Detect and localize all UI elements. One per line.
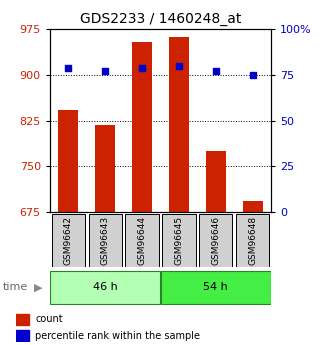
Bar [50,271,160,304]
Bar [58,110,78,212]
Text: percentile rank within the sample: percentile rank within the sample [35,331,200,341]
Text: count: count [35,314,63,324]
Text: GSM96646: GSM96646 [211,216,221,265]
Point [250,72,256,78]
Text: GSM96648: GSM96648 [248,216,257,265]
Text: 46 h: 46 h [93,282,117,292]
Point [177,63,182,69]
Text: GSM96644: GSM96644 [137,216,147,265]
Bar [89,215,122,267]
Text: ▶: ▶ [34,282,42,292]
Bar [206,151,226,212]
Point [213,69,218,74]
Text: 54 h: 54 h [204,282,228,292]
Bar [161,271,271,304]
Bar [162,215,195,267]
Text: GSM96645: GSM96645 [174,216,184,265]
Point [140,65,145,70]
Text: GSM96642: GSM96642 [64,216,73,265]
Bar [236,215,269,267]
Bar [132,41,152,212]
Point [66,65,71,70]
Bar [199,215,232,267]
Bar [243,201,263,212]
Bar [169,37,189,212]
Bar [16,331,29,342]
Bar [95,125,115,212]
Text: GSM96643: GSM96643 [100,216,110,265]
Text: time: time [3,282,29,292]
Bar [126,215,159,267]
Point [102,69,108,74]
Bar [52,215,85,267]
Bar [16,314,29,325]
Text: GDS2233 / 1460248_at: GDS2233 / 1460248_at [80,12,241,26]
